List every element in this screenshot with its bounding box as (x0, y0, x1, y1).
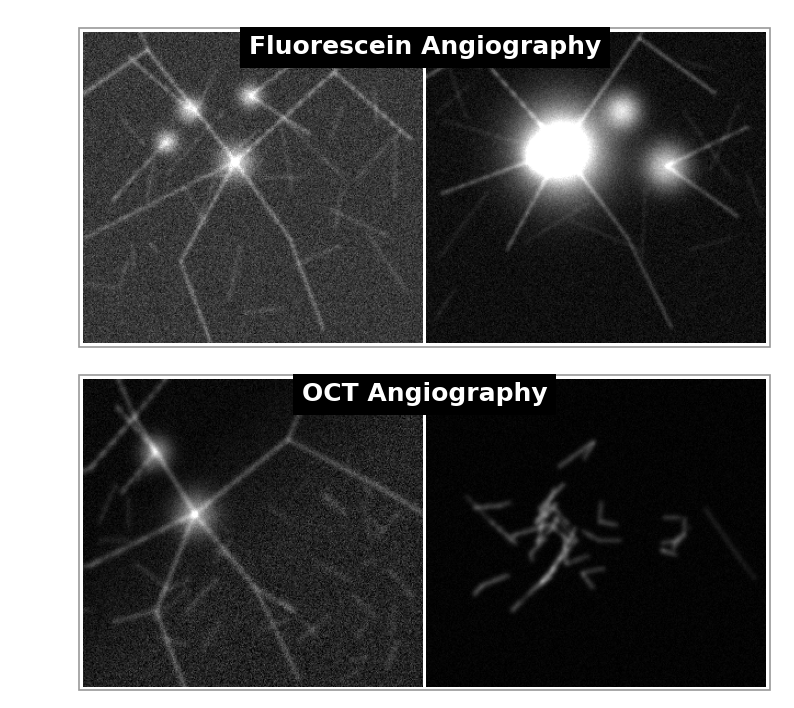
Text: OCT Angiography: OCT Angiography (302, 382, 548, 406)
Text: Fluorescein Angiography: Fluorescein Angiography (249, 35, 601, 59)
